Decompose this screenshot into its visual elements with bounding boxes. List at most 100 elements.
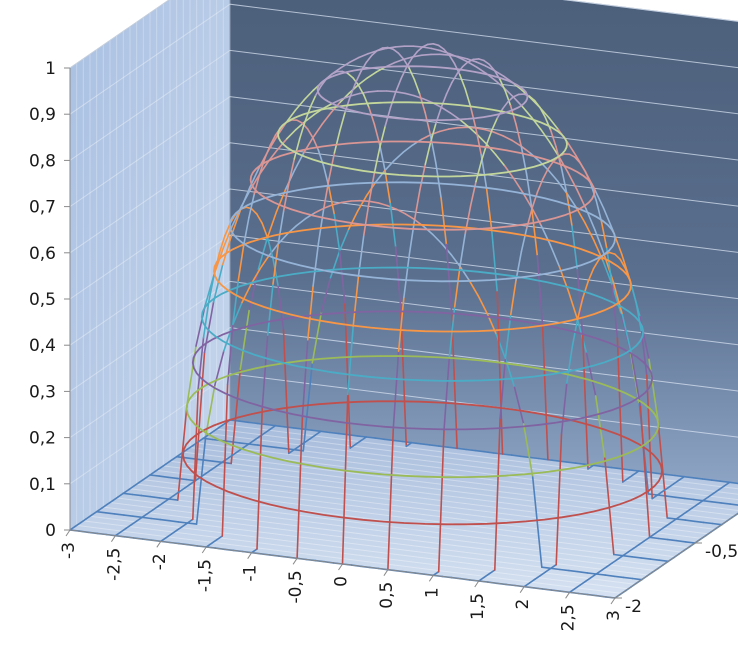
surface-column-segment [573, 156, 581, 164]
surface-column-segment [640, 330, 648, 377]
surface-row-segment [357, 77, 369, 86]
surface-column-segment [192, 387, 199, 521]
contour-ring [316, 65, 529, 121]
surface-row-segment [711, 500, 722, 504]
surface-column-segment [592, 258, 600, 270]
surface-column-segment [111, 496, 119, 502]
surface-row-segment [302, 362, 314, 452]
surface-row-segment [719, 480, 731, 484]
floor-gridline [143, 479, 689, 549]
surface-row-segment [230, 368, 242, 465]
surface-row-segment [393, 151, 405, 162]
surface-column-segment [499, 78, 507, 92]
surface-row-segment [392, 439, 404, 443]
surface-column-segment [397, 296, 405, 353]
surface-column-segment [533, 99, 541, 109]
surface-row-segment [383, 438, 395, 442]
surface-column-segment [560, 382, 568, 435]
surface-row-segment [340, 95, 352, 101]
surface-row-segment [238, 420, 249, 424]
surface-column-segment [590, 573, 598, 579]
surface-column-segment [632, 470, 640, 476]
surface-row-segment [447, 446, 458, 450]
surface-row-segment [114, 513, 125, 516]
surface-column-segment [293, 137, 301, 160]
surface-row-segment [249, 173, 261, 191]
surface-column-segment [600, 220, 608, 250]
contour-ring [277, 101, 568, 178]
surface-row-segment [212, 460, 223, 464]
surface-row-segment [448, 52, 460, 59]
x-tick-label: -2 [150, 553, 170, 570]
surface-column-segment [472, 58, 480, 61]
surface-column-segment [621, 477, 629, 483]
surface-row-segment [384, 159, 395, 172]
x-tick-label: -2,5 [104, 548, 124, 581]
surface-column-segment [338, 250, 346, 305]
surface-row-segment [611, 284, 623, 315]
surface-column-segment [392, 48, 400, 54]
surface-column-segment [424, 111, 432, 136]
surface-column-segment [304, 106, 312, 123]
surface-column-segment [346, 72, 354, 79]
x-tick-label: -3 [59, 542, 79, 559]
surface-row-segment [657, 537, 669, 541]
surface-row-segment [304, 113, 315, 123]
surface-row-segment [412, 45, 424, 48]
surface-row-segment [493, 69, 505, 77]
surface-column-segment [581, 280, 590, 299]
surface-row-segment [622, 576, 634, 580]
surface-column-segment [218, 235, 226, 254]
surface-row-segment [531, 476, 543, 569]
surface-column-segment [95, 507, 103, 513]
surface-row-segment [329, 250, 341, 279]
surface-column-segment [354, 70, 362, 84]
surface-column-segment [451, 72, 459, 84]
surface-row-segment [577, 570, 589, 574]
surface-column-segment [218, 422, 226, 429]
surface-row-segment [540, 566, 552, 570]
surface-row-segment [665, 495, 677, 499]
surface-row-segment [674, 474, 686, 478]
surface-row-segment [349, 92, 361, 97]
surface-row-segment [428, 444, 440, 447]
surface-row-segment [386, 204, 398, 210]
surface-row-segment [431, 233, 443, 245]
surface-row-segment [319, 430, 331, 434]
surface-row-segment [513, 386, 525, 425]
surface-column-segment [389, 91, 397, 109]
surface-column-segment [437, 44, 445, 50]
contour-ring [191, 310, 654, 431]
surface-row-segment [692, 476, 704, 480]
surface-row-segment [439, 53, 451, 56]
surface-row-segment [586, 572, 598, 575]
surface-column-segment [317, 149, 325, 167]
surface-column-segment [250, 207, 258, 215]
surface-row-segment [322, 204, 334, 210]
surface-row-segment [556, 459, 567, 463]
surface-row-segment [458, 118, 470, 128]
surface-column-segment [266, 236, 274, 259]
surface-row-segment [322, 102, 334, 110]
surface-row-segment [612, 281, 624, 316]
surface-column-segment [627, 547, 635, 553]
surface-row-segment [666, 517, 678, 520]
surface-column-segment [533, 574, 542, 581]
z-gridline [69, 327, 738, 439]
z-tick-label: 0,7 [29, 198, 56, 218]
surface-row-segment [331, 201, 343, 206]
x-tick-label: 2 [513, 599, 533, 610]
surface-column-segment [168, 494, 175, 500]
surface-column-segment [312, 242, 320, 287]
surface-row-segment [683, 497, 695, 501]
surface-column-segment [101, 503, 109, 509]
surface-row-segment [565, 192, 577, 208]
surface-column-segment [138, 477, 146, 484]
surface-row-segment [684, 519, 696, 523]
surface-column-segment [405, 441, 413, 448]
surface-column-segment [346, 325, 355, 396]
surface-column-segment [723, 481, 731, 487]
x-tick-label: 0 [332, 576, 352, 587]
surface-column-segment [440, 93, 448, 109]
